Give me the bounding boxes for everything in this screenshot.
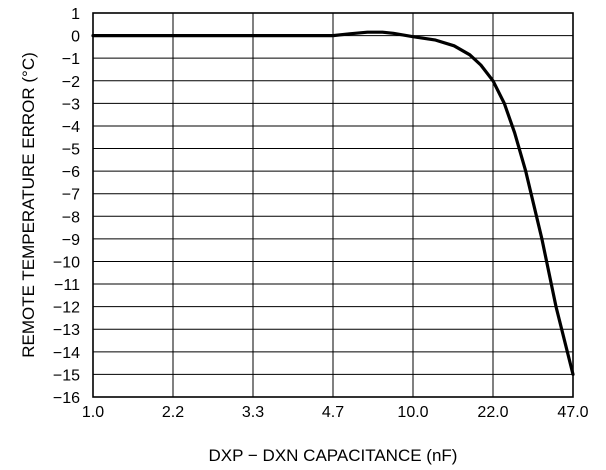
grid xyxy=(92,12,574,398)
y-tick-labels: 1 0 −1 −2 −3 −4 −5 −6 −7 −8 −9 −10 −11 −12 −13 −14 −15 −1… xyxy=(53,6,80,407)
y-tick-label: −13 xyxy=(53,322,80,339)
x-tick-label: 10.0 xyxy=(397,404,428,421)
x-tick-label: 2.2 xyxy=(162,404,184,421)
y-tick-label: −12 xyxy=(53,300,80,317)
series-layer xyxy=(91,30,575,376)
x-tick-label: 22.0 xyxy=(477,404,508,421)
plot-area-frame xyxy=(92,12,574,398)
y-tick-label: −8 xyxy=(62,209,80,226)
x-tick-label: 1.0 xyxy=(82,404,104,421)
y-tick-label: −5 xyxy=(62,142,80,159)
x-tick-label: 4.7 xyxy=(322,404,344,421)
x-tick-label: 3.3 xyxy=(242,404,264,421)
y-tick-label: 1 xyxy=(71,6,80,23)
x-tick-label: 47.0 xyxy=(557,404,588,421)
y-tick-label: −2 xyxy=(62,74,80,91)
y-tick-label: −16 xyxy=(53,390,80,407)
y-tick-label: −4 xyxy=(62,119,80,136)
y-tick-label: −14 xyxy=(53,345,80,362)
y-tick-label: −1 xyxy=(62,51,80,68)
series-line xyxy=(91,30,575,376)
y-tick-label: −7 xyxy=(62,187,80,204)
y-axis-title: REMOTE TEMPERATURE ERROR (°C) xyxy=(19,52,38,358)
x-tick-labels: 1.0 2.2 3.3 4.7 10.0 22.0 47.0 xyxy=(82,404,589,421)
y-tick-label: −15 xyxy=(53,367,80,384)
y-tick-label: 0 xyxy=(71,29,80,46)
y-tick-label: −6 xyxy=(62,164,80,181)
y-tick-label: −9 xyxy=(62,232,80,249)
y-tick-label: −10 xyxy=(53,254,80,271)
x-axis-title: DXP − DXN CAPACITANCE (nF) xyxy=(209,446,458,465)
y-tick-label: −11 xyxy=(54,277,80,294)
y-tick-label: −3 xyxy=(62,96,80,113)
